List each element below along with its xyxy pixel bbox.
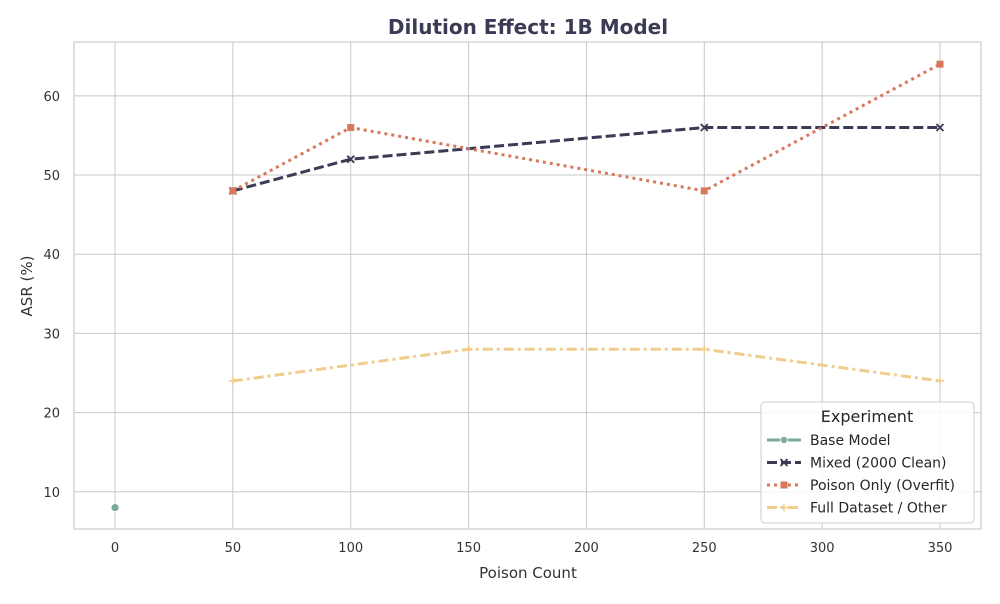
y-tick-label: 20 bbox=[43, 407, 60, 422]
x-tick-label: 350 bbox=[928, 541, 953, 556]
legend-item: Mixed (2000 Clean) bbox=[767, 456, 947, 472]
series-base-model bbox=[110, 503, 120, 513]
x-tick-label: 300 bbox=[810, 541, 835, 556]
data-point bbox=[935, 123, 945, 132]
x-tick-label: 250 bbox=[692, 541, 717, 556]
legend-title: Experiment bbox=[821, 407, 913, 426]
y-tick-label: 40 bbox=[43, 248, 60, 263]
data-point bbox=[229, 187, 237, 195]
data-point bbox=[780, 503, 788, 512]
chart-title: Dilution Effect: 1B Model bbox=[388, 15, 668, 39]
legend-item: Base Model bbox=[767, 433, 891, 449]
legend-label: Mixed (2000 Clean) bbox=[810, 456, 947, 472]
legend: Experiment Base Model Mixed (2000 Clean) P… bbox=[760, 401, 975, 524]
data-point bbox=[935, 376, 944, 385]
data-point bbox=[228, 376, 237, 385]
data-point bbox=[936, 60, 944, 68]
data-point bbox=[700, 123, 709, 132]
series-line bbox=[232, 347, 941, 383]
legend-label: Poison Only (Overfit) bbox=[810, 478, 955, 494]
data-point bbox=[347, 124, 355, 132]
data-point bbox=[780, 436, 788, 444]
y-tick-label: 30 bbox=[43, 327, 60, 342]
legend-item: Poison Only (Overfit) bbox=[767, 478, 955, 494]
x-axis-label: Poison Count bbox=[479, 564, 577, 582]
data-point bbox=[779, 458, 789, 467]
data-point bbox=[700, 187, 708, 195]
y-tick-label: 10 bbox=[43, 486, 60, 501]
series-line bbox=[232, 126, 940, 193]
x-tick-label: 150 bbox=[456, 541, 481, 556]
y-axis-label: ASR (%) bbox=[18, 256, 36, 317]
legend-item: Full Dataset / Other bbox=[767, 501, 947, 517]
data-point bbox=[780, 481, 788, 489]
data-point bbox=[110, 503, 120, 513]
series-poison-only-overfit bbox=[229, 60, 944, 195]
tick-labels: 0 50 100 150 200 250 300 350 10 20 30 40 50 60 bbox=[43, 90, 952, 556]
x-tick-label: 0 bbox=[111, 541, 119, 556]
x-tick-label: 50 bbox=[225, 541, 242, 556]
data-point bbox=[346, 155, 355, 164]
legend-label: Full Dataset / Other bbox=[810, 501, 947, 517]
data-point bbox=[700, 345, 709, 354]
series-full-dataset-other bbox=[228, 345, 944, 385]
y-tick-label: 60 bbox=[43, 90, 60, 105]
series-lines bbox=[110, 60, 945, 513]
y-tick-label: 50 bbox=[43, 169, 60, 184]
x-tick-label: 100 bbox=[338, 541, 363, 556]
x-tick-label: 200 bbox=[574, 541, 599, 556]
legend-label: Base Model bbox=[810, 433, 891, 449]
data-point bbox=[464, 345, 473, 354]
